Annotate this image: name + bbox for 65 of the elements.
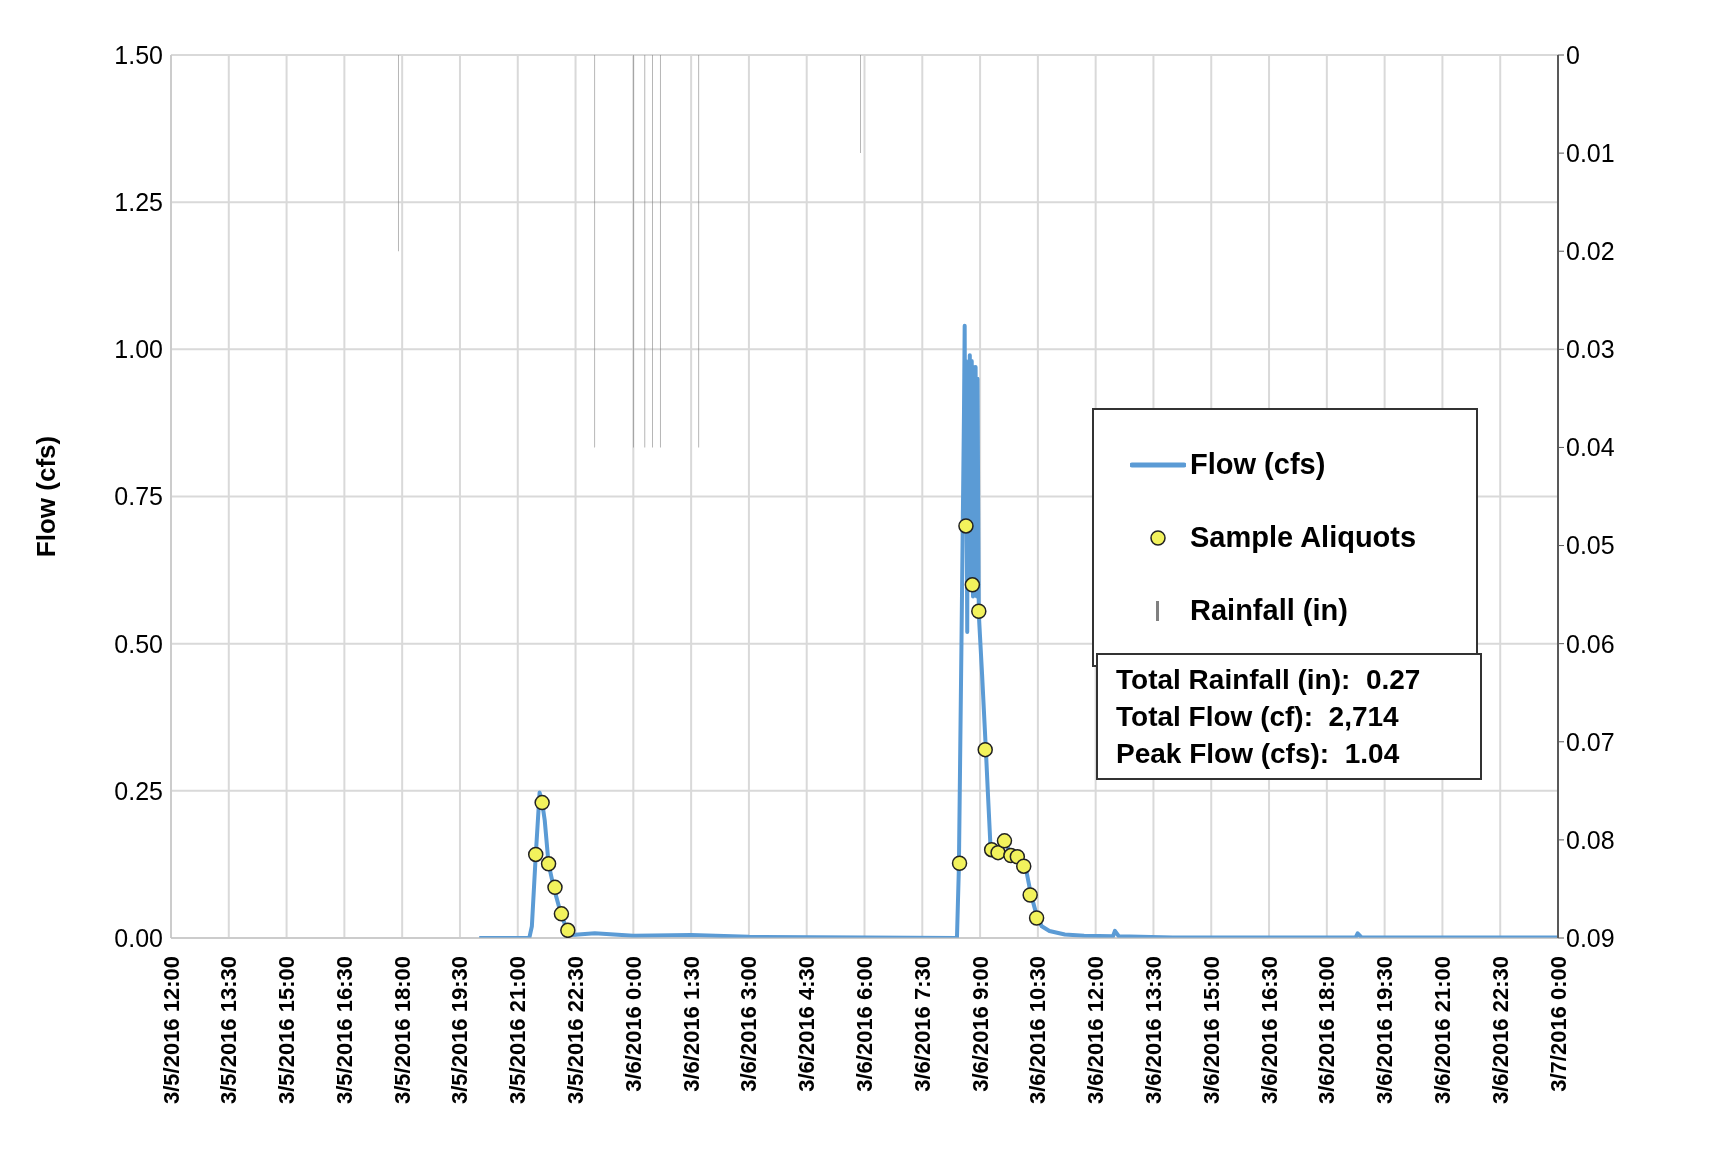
legend-label: Rainfall (in) xyxy=(1190,594,1348,627)
point xyxy=(1022,887,1038,903)
point xyxy=(527,846,544,863)
annotation: Total Rainfall (in): 0.27 xyxy=(1116,663,1422,697)
y2-tick-label: 0.02 xyxy=(1566,237,1615,266)
point xyxy=(977,741,993,758)
x-tick-label: 3/6/2016 18:00 xyxy=(1314,956,1340,1105)
y2-tick-label: 0.03 xyxy=(1566,335,1615,364)
x-tick-label: 3/5/2016 15:00 xyxy=(274,956,300,1105)
point xyxy=(1016,858,1032,874)
x-tick-label: 3/6/2016 15:00 xyxy=(1198,956,1224,1105)
point xyxy=(951,855,968,871)
x-tick-label: 3/6/2016 3:00 xyxy=(736,956,762,1092)
y2-tick-label: 0.07 xyxy=(1566,727,1615,756)
y2-tick-label: 0.04 xyxy=(1566,433,1615,462)
x-tick-label: 3/6/2016 4:30 xyxy=(794,956,820,1092)
y-tick-label: 1.25 xyxy=(114,188,163,217)
y2-tick-label: 0.05 xyxy=(1566,531,1615,560)
y-tick-label: 0.25 xyxy=(114,776,163,805)
x-tick-label: 3/7/2016 0:00 xyxy=(1545,956,1571,1092)
point xyxy=(534,794,550,811)
point xyxy=(996,833,1013,849)
y-axis-title: Flow (cfs) xyxy=(31,435,62,558)
line-series xyxy=(477,323,1558,938)
y2-tick-label: 0.08 xyxy=(1566,825,1615,854)
point xyxy=(547,879,563,896)
annotation: Peak Flow (cfs): 1.04 xyxy=(1116,737,1401,771)
y-tick-label: 1.50 xyxy=(114,40,163,69)
y2-tick-label: 0.06 xyxy=(1566,629,1615,658)
annotation: Total Flow (cf): 2,714 xyxy=(1116,700,1400,734)
y2-tick-label: 0 xyxy=(1566,40,1580,69)
y-tick-label: 1.00 xyxy=(114,335,163,364)
x-tick-label: 3/6/2016 7:30 xyxy=(909,956,935,1092)
x-tick-label: 3/6/2016 22:30 xyxy=(1487,956,1513,1105)
x-tick-label: 3/5/2016 12:00 xyxy=(158,956,184,1105)
x-tick-label: 3/6/2016 12:00 xyxy=(1083,956,1109,1105)
point xyxy=(958,518,974,534)
x-tick-label: 3/5/2016 19:30 xyxy=(447,956,473,1105)
x-tick-label: 3/6/2016 6:00 xyxy=(852,956,877,1092)
x-tick-label: 3/6/2016 13:30 xyxy=(1140,956,1166,1105)
point xyxy=(553,906,570,922)
point xyxy=(971,603,987,620)
y-tick-label: 0.00 xyxy=(114,923,163,952)
point xyxy=(560,922,576,938)
x-tick-label: 3/6/2016 1:30 xyxy=(678,956,704,1092)
x-tick-label: 3/6/2016 21:00 xyxy=(1429,956,1455,1105)
x-tick-label: 3/6/2016 19:30 xyxy=(1372,956,1398,1105)
legend-label: Flow (cfs) xyxy=(1190,448,1326,481)
y-tick-label: 0.75 xyxy=(114,482,163,511)
x-tick-label: 3/6/2016 10:30 xyxy=(1025,956,1051,1105)
x-tick-label: 3/6/2016 0:00 xyxy=(620,956,646,1092)
x-tick-label: 3/6/2016 9:00 xyxy=(967,956,993,1092)
y-tick-label: 0.50 xyxy=(114,629,163,658)
point xyxy=(964,577,981,593)
y2-tick-label: 0.01 xyxy=(1566,138,1615,167)
point xyxy=(540,856,557,872)
y2-tick-label: 0.09 xyxy=(1566,923,1615,952)
x-tick-label: 3/5/2016 21:00 xyxy=(505,956,531,1105)
x-tick-label: 3/5/2016 16:30 xyxy=(331,956,357,1105)
x-tick-label: 3/6/2016 16:30 xyxy=(1256,956,1282,1105)
point xyxy=(1028,910,1045,926)
x-tick-label: 3/5/2016 13:30 xyxy=(216,956,242,1105)
legend-label: Sample Aliquots xyxy=(1190,521,1417,554)
x-tick-label: 3/5/2016 22:30 xyxy=(563,956,589,1105)
x-tick-label: 3/5/2016 18:00 xyxy=(389,956,415,1105)
